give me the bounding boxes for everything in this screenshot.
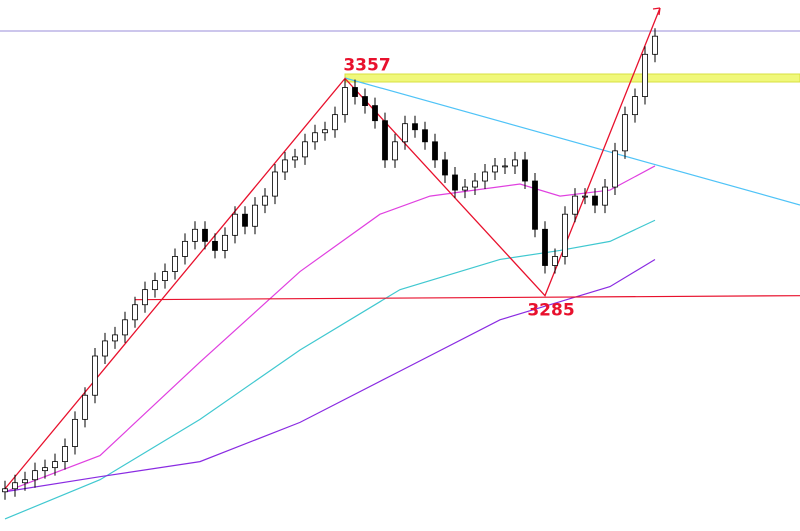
candle [542, 228, 548, 266]
candle [222, 234, 228, 251]
candle [142, 289, 148, 306]
candle [132, 304, 138, 321]
annotation-label: 3285 [527, 301, 574, 321]
candle [522, 159, 528, 182]
candle [2, 488, 8, 493]
candle [622, 114, 628, 152]
candle [482, 171, 488, 182]
candle [492, 165, 498, 173]
candle [32, 470, 38, 481]
candle [102, 340, 108, 357]
candle [592, 195, 598, 206]
candle [572, 195, 578, 215]
candle [192, 228, 198, 242]
candle [202, 228, 208, 242]
candle [422, 129, 428, 143]
candle [412, 123, 418, 131]
support-line [134, 295, 800, 301]
moving-average [4, 219, 656, 520]
candle [212, 240, 218, 251]
candle [52, 461, 58, 469]
candle [152, 280, 158, 291]
candle [12, 482, 18, 490]
candle [472, 180, 478, 188]
candle [532, 180, 538, 230]
candle [372, 105, 378, 122]
candle [582, 195, 588, 198]
candle [382, 120, 388, 161]
candle [122, 319, 128, 336]
arrow-head [652, 7, 661, 16]
candle [312, 132, 318, 143]
candle [462, 186, 468, 191]
candle [352, 87, 358, 97]
candle [452, 174, 458, 191]
candle [442, 159, 448, 176]
candle [402, 123, 408, 143]
candle [612, 150, 618, 188]
candle [432, 141, 438, 161]
candle [62, 446, 68, 463]
candle [112, 334, 118, 342]
candle [282, 159, 288, 173]
candle [512, 159, 518, 167]
candle [92, 355, 98, 396]
candle [322, 129, 328, 134]
candle [72, 418, 78, 447]
candle [332, 114, 338, 131]
candle [362, 96, 368, 106]
candle [252, 204, 258, 227]
candle [42, 467, 48, 472]
candle [552, 256, 558, 266]
candle [602, 186, 608, 206]
candle [242, 213, 248, 227]
candle [652, 35, 658, 55]
annotation-label: 3357 [343, 55, 390, 75]
candle [172, 256, 178, 272]
candle [632, 96, 638, 116]
candle [82, 394, 88, 420]
candle [302, 141, 308, 158]
candle [272, 171, 278, 197]
candle [502, 165, 508, 168]
candle [392, 141, 398, 161]
zigzag [4, 7, 661, 490]
candle [162, 271, 168, 281]
candle [642, 53, 648, 97]
candle [262, 195, 268, 206]
zone [344, 73, 800, 83]
candle [232, 213, 238, 236]
candle [562, 213, 568, 257]
moving-average [4, 165, 656, 493]
moving-average [4, 258, 656, 493]
candle [292, 156, 298, 161]
trend-line [344, 77, 800, 206]
candle [342, 87, 348, 116]
candle [22, 479, 28, 484]
candle [182, 240, 188, 257]
